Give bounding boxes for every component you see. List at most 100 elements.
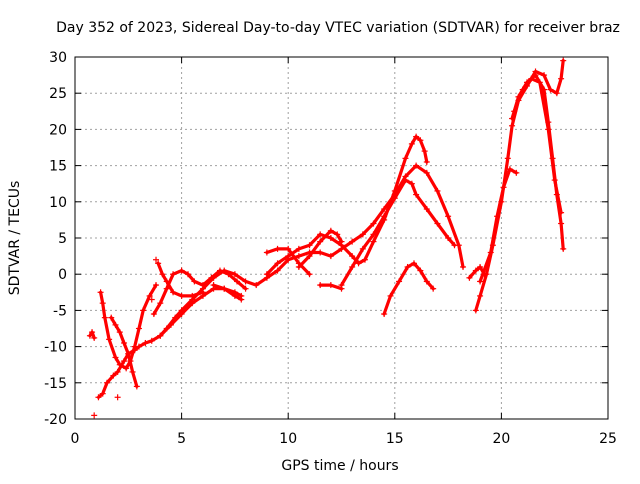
data-point	[129, 368, 136, 375]
y-tick-label: 25	[49, 86, 67, 102]
data-point	[285, 253, 292, 260]
data-point	[295, 245, 302, 252]
data-point	[110, 372, 117, 379]
data-point	[148, 296, 155, 303]
data-point	[159, 271, 166, 278]
data-point	[541, 72, 548, 79]
data-point	[146, 292, 153, 299]
data-point	[131, 343, 138, 350]
data-point	[238, 296, 245, 303]
data-point	[434, 187, 441, 194]
data-point	[108, 314, 115, 321]
data-point	[274, 260, 281, 267]
data-point	[506, 166, 513, 173]
data-point	[402, 155, 409, 162]
data-point	[112, 321, 119, 328]
data-point	[511, 108, 518, 115]
y-tick-label: 5	[58, 231, 67, 247]
data-point	[402, 177, 409, 184]
data-point	[163, 285, 170, 292]
data-point	[477, 263, 484, 270]
data-point	[317, 231, 324, 238]
data-point	[381, 213, 388, 220]
data-point	[423, 278, 430, 285]
data-point	[317, 249, 324, 256]
data-point	[327, 227, 334, 234]
data-point	[170, 289, 177, 296]
chart-title: Day 352 of 2023, Sidereal Day-to-day VTE…	[56, 20, 620, 36]
data-point	[306, 242, 313, 249]
y-tick-label: 10	[49, 195, 67, 211]
data-point	[421, 148, 428, 155]
x-tick-label: 25	[599, 431, 617, 447]
data-point	[413, 191, 420, 198]
data-point	[370, 220, 377, 227]
data-point	[106, 336, 113, 343]
data-point	[91, 412, 98, 419]
data-point	[170, 271, 177, 278]
data-point	[391, 195, 398, 202]
data-point	[172, 314, 179, 321]
data-point	[338, 282, 345, 289]
data-point	[519, 86, 526, 93]
data-point	[410, 260, 417, 267]
data-point	[306, 271, 313, 278]
data-point	[317, 238, 324, 245]
data-point	[553, 90, 560, 97]
data-point	[396, 278, 403, 285]
y-tick-label: -15	[44, 376, 67, 392]
data-point	[509, 115, 516, 122]
data-point	[551, 177, 558, 184]
data-point	[242, 278, 249, 285]
data-point	[184, 271, 191, 278]
data-point	[528, 75, 535, 82]
data-point	[355, 260, 362, 267]
data-point	[189, 296, 196, 303]
data-point	[103, 379, 110, 386]
data-point	[417, 137, 424, 144]
data-point	[295, 263, 302, 270]
data-point	[334, 231, 341, 238]
data-point	[359, 231, 366, 238]
data-point	[148, 337, 155, 344]
data-point	[121, 339, 128, 346]
data-point	[381, 206, 388, 213]
data-point	[306, 253, 313, 260]
y-axis-label: SDTVAR / TECUs	[7, 181, 23, 296]
data-point	[370, 238, 377, 245]
data-point	[532, 72, 539, 79]
data-point	[114, 394, 121, 401]
data-point	[387, 292, 394, 299]
data-point	[359, 245, 366, 252]
y-tick-label: -10	[44, 340, 67, 356]
data-point	[536, 79, 543, 86]
data-point	[391, 187, 398, 194]
data-point	[327, 235, 334, 241]
data-point	[349, 238, 356, 245]
data-point	[547, 86, 554, 93]
data-point	[295, 253, 302, 260]
data-point	[210, 274, 217, 281]
data-point	[472, 307, 479, 314]
data-point	[142, 339, 149, 346]
y-tick-label: 0	[58, 267, 67, 283]
data-point	[157, 332, 164, 339]
data-point	[231, 271, 238, 278]
data-point	[477, 292, 484, 299]
data-point	[274, 267, 281, 274]
data-point	[423, 169, 430, 176]
data-point	[89, 329, 96, 336]
data-point	[157, 300, 164, 307]
data-point	[114, 368, 121, 375]
data-point	[558, 220, 565, 227]
data-point	[125, 350, 132, 357]
data-point	[178, 292, 185, 299]
x-tick-label: 5	[177, 431, 186, 447]
data-point	[99, 390, 106, 397]
data-point	[150, 311, 157, 318]
data-point	[466, 274, 473, 281]
series-arc-13	[339, 178, 457, 287]
data-point	[430, 285, 437, 292]
data-point	[349, 263, 356, 270]
